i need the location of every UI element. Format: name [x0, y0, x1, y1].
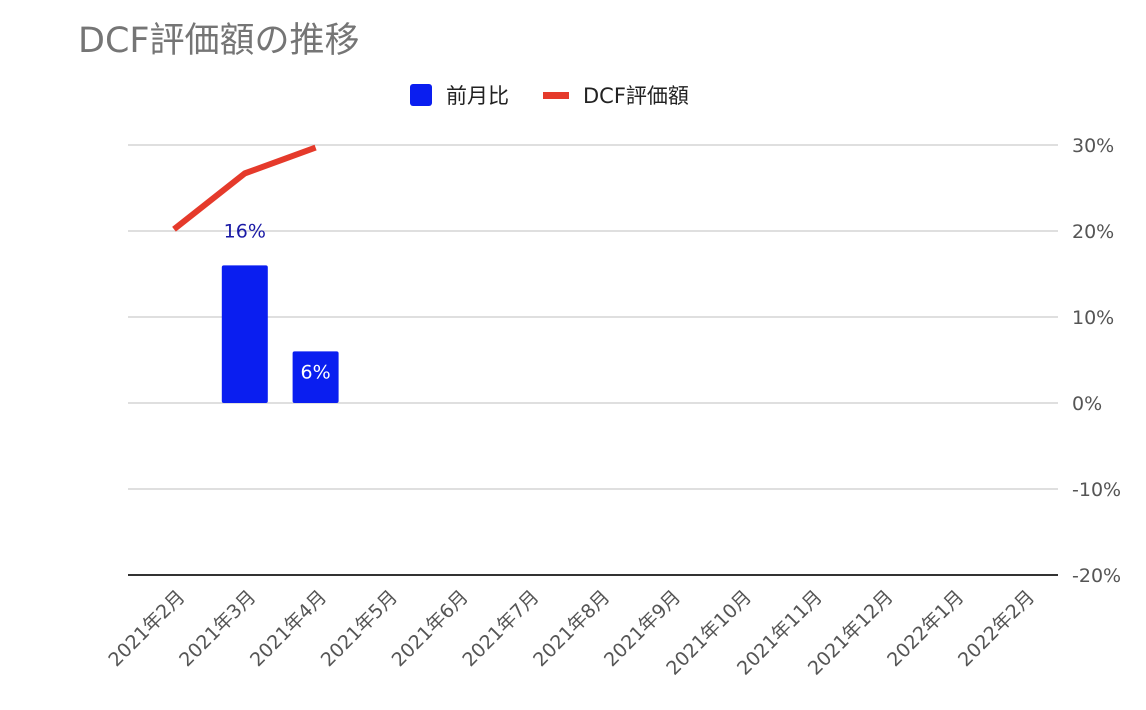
legend-swatch-bar	[410, 84, 432, 106]
line-series	[172, 144, 317, 232]
bar-data-label: 6%	[301, 361, 331, 383]
y-tick-label: 30%	[1072, 135, 1114, 157]
y-tick-label: -10%	[1072, 479, 1121, 501]
y-tick-label: 20%	[1072, 221, 1114, 243]
y-tick-label: -20%	[1072, 565, 1121, 587]
legend-item-bar: 前月比	[410, 80, 509, 110]
bar	[221, 265, 268, 403]
y-axis-ticks: 30% 20% 10% 0% -10% -20%	[1072, 135, 1121, 587]
bar-series	[221, 265, 339, 403]
legend: 前月比 DCF評価額	[410, 80, 723, 110]
x-axis-ticks: 2021年2月2021年3月2021年4月2021年5月2021年6月2021年…	[104, 586, 1039, 680]
data-labels: 16% 6%	[224, 220, 331, 383]
bar	[292, 351, 339, 403]
x-tick-label: 2022年2月	[954, 586, 1039, 671]
legend-item-line: DCF評価額	[543, 80, 689, 110]
chart-title: DCF評価額の推移	[78, 21, 360, 61]
legend-swatch-line	[543, 91, 569, 99]
legend-label-line: DCF評価額	[583, 84, 689, 108]
bar-data-label: 16%	[224, 220, 266, 242]
legend-label-bar: 前月比	[446, 84, 509, 108]
y-tick-label: 0%	[1072, 393, 1102, 415]
y-tick-label: 10%	[1072, 307, 1114, 329]
grid-lines	[128, 144, 1058, 576]
line-series-path	[172, 144, 317, 232]
